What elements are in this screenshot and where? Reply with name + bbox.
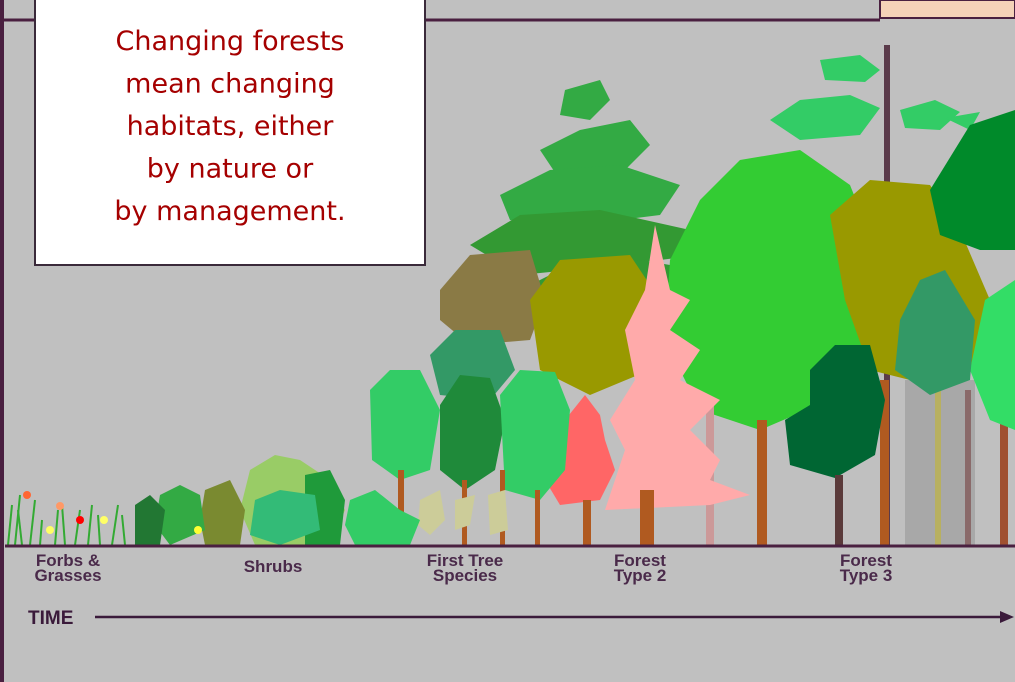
axis-label: TIME	[28, 608, 73, 629]
stage-label: Type 2	[614, 566, 667, 585]
callout-line: by nature or	[147, 154, 314, 185]
stage-label: Shrubs	[244, 557, 303, 576]
callout-line: habitats, either	[127, 111, 335, 142]
stage-label: Type 3	[840, 566, 893, 585]
diagram: Changing forests mean changing habitats, e…	[0, 0, 1015, 682]
callout-line: mean changing	[125, 69, 335, 100]
corner-box	[880, 0, 1015, 18]
stage-label: Species	[433, 566, 497, 585]
callout-line: Changing forests	[116, 26, 345, 57]
callout-line: by management.	[114, 196, 345, 227]
page: Changing forests mean changing habitats, e…	[0, 0, 1015, 682]
stage-label: Grasses	[34, 566, 101, 585]
callout-text: Changing forests mean changing habitats, e…	[114, 26, 345, 227]
